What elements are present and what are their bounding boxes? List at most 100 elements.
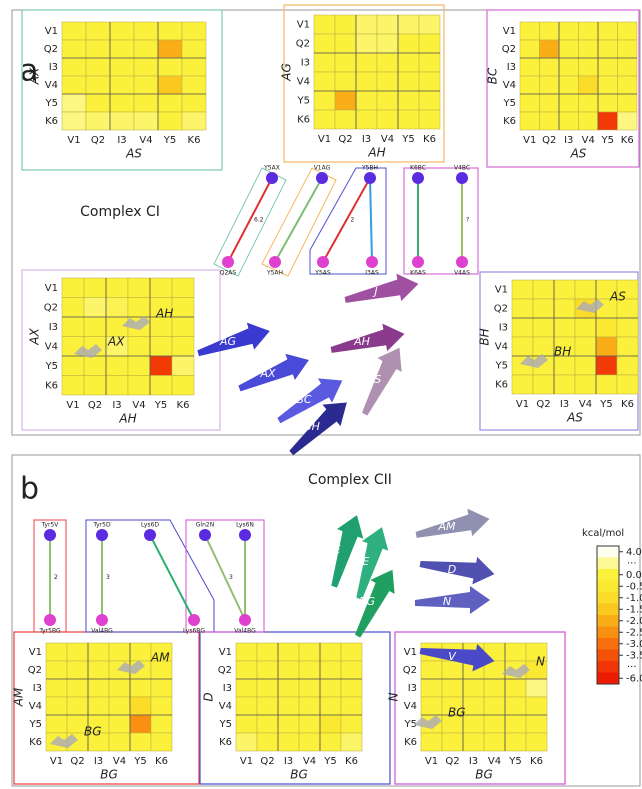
heatmap-cell — [526, 733, 547, 751]
node — [317, 256, 329, 268]
colorbar-tick-label: 0.0 — [626, 570, 642, 581]
heatmap-cell — [398, 91, 419, 110]
row-label: K6 — [29, 737, 42, 748]
col-label: Y5 — [133, 756, 146, 767]
row-label: Q2 — [494, 304, 508, 315]
heatmap-cell — [158, 76, 182, 94]
structure-label: BH — [304, 420, 320, 433]
heatmap-cell — [314, 110, 335, 129]
heatmap-cell — [512, 299, 533, 318]
heatmap-cell — [46, 715, 67, 733]
colorbar-swatch — [597, 627, 619, 639]
heatmap-cell — [579, 76, 599, 94]
heatmap-cell — [554, 299, 575, 318]
row-label: V1 — [495, 285, 508, 296]
col-label: V1 — [66, 400, 79, 411]
heatmap-cell — [554, 356, 575, 375]
overlay-label: AX — [107, 335, 125, 349]
heatmap-cell — [575, 280, 596, 299]
y-axis-label: AX — [28, 67, 42, 85]
heatmap-cell — [278, 733, 299, 751]
heatmap-cell — [151, 697, 172, 715]
colorbar-tick-label: -3.0 — [626, 639, 642, 650]
col-label: Y5 — [323, 756, 336, 767]
heatmap-cell — [617, 337, 638, 356]
heatmap-cell — [62, 317, 84, 337]
edge-label: 3 — [229, 574, 233, 581]
row-label: Q2 — [44, 302, 58, 313]
heatmap-cell — [398, 110, 419, 129]
heatmap-cell — [67, 661, 88, 679]
heatmap-cell — [62, 22, 86, 40]
heatmap-cell — [356, 110, 377, 129]
row-label: K6 — [219, 737, 232, 748]
structure-label: BG — [359, 595, 375, 608]
structure-label: AM — [437, 520, 456, 533]
heatmap-cell — [128, 356, 150, 376]
colorbar-swatch — [597, 661, 619, 673]
heatmap-cell — [62, 94, 86, 112]
row-label: K6 — [45, 116, 58, 127]
heatmap-cell — [356, 91, 377, 110]
heatmap-cell — [559, 58, 579, 76]
structure-label: AE — [354, 555, 370, 568]
heatmap-cell — [150, 337, 172, 357]
heatmap-cell — [575, 375, 596, 394]
y-axis-label: BC — [486, 67, 500, 84]
node — [44, 529, 56, 541]
heatmap-cell — [134, 76, 158, 94]
heatmap-cell — [172, 337, 194, 357]
heatmap-cell — [484, 697, 505, 715]
heatmap-cell — [598, 76, 618, 94]
heatmap-cell — [134, 94, 158, 112]
col-label: V1 — [425, 756, 438, 767]
col-label: V4 — [582, 135, 595, 146]
heatmap-cell — [559, 40, 579, 58]
heatmap-cell — [575, 337, 596, 356]
heatmap-cell — [86, 40, 110, 58]
heatmap-cell — [540, 76, 560, 94]
heatmap-cell — [419, 53, 440, 72]
node-label: Q2AS — [220, 270, 237, 277]
heatmap-cell — [314, 72, 335, 91]
col-label: Q2 — [260, 756, 274, 767]
edge — [370, 178, 372, 262]
heatmap-cell — [278, 643, 299, 661]
heatmap-cell — [62, 376, 84, 396]
heatmap-cell — [109, 733, 130, 751]
node — [239, 614, 251, 626]
heatmap-cell — [575, 356, 596, 375]
heatmap-cell — [533, 299, 554, 318]
structure-label: AH — [353, 335, 370, 348]
edge-label: 2 — [54, 574, 58, 581]
heatmap-cell — [419, 15, 440, 34]
node — [239, 529, 251, 541]
heatmap-cell — [130, 733, 151, 751]
heatmap-cell — [236, 697, 257, 715]
heatmap-cell — [84, 356, 106, 376]
heatmap-cell — [257, 679, 278, 697]
edge — [150, 535, 194, 620]
heatmap-cell — [505, 679, 526, 697]
heatmap-cell — [158, 112, 182, 130]
node-label: K6BC — [410, 165, 426, 172]
col-label: I3 — [94, 756, 103, 767]
heatmap-cell — [419, 72, 440, 91]
node — [366, 256, 378, 268]
heatmap-cell — [540, 94, 560, 112]
heatmap-cell — [182, 58, 206, 76]
heatmap-cell — [540, 22, 560, 40]
heatmap-cell — [314, 53, 335, 72]
row-label: V4 — [219, 701, 232, 712]
heatmap-cell — [130, 715, 151, 733]
heatmap-cell — [158, 58, 182, 76]
heatmap-cell — [520, 112, 540, 130]
col-label: V4 — [303, 756, 316, 767]
row-label: V4 — [45, 80, 58, 91]
heatmap-cell — [559, 22, 579, 40]
row-label: Q2 — [296, 39, 310, 50]
heatmap-cell — [84, 298, 106, 318]
heatmap-cell — [596, 337, 617, 356]
row-label: V4 — [495, 342, 508, 353]
x-axis-label: BG — [100, 768, 118, 782]
